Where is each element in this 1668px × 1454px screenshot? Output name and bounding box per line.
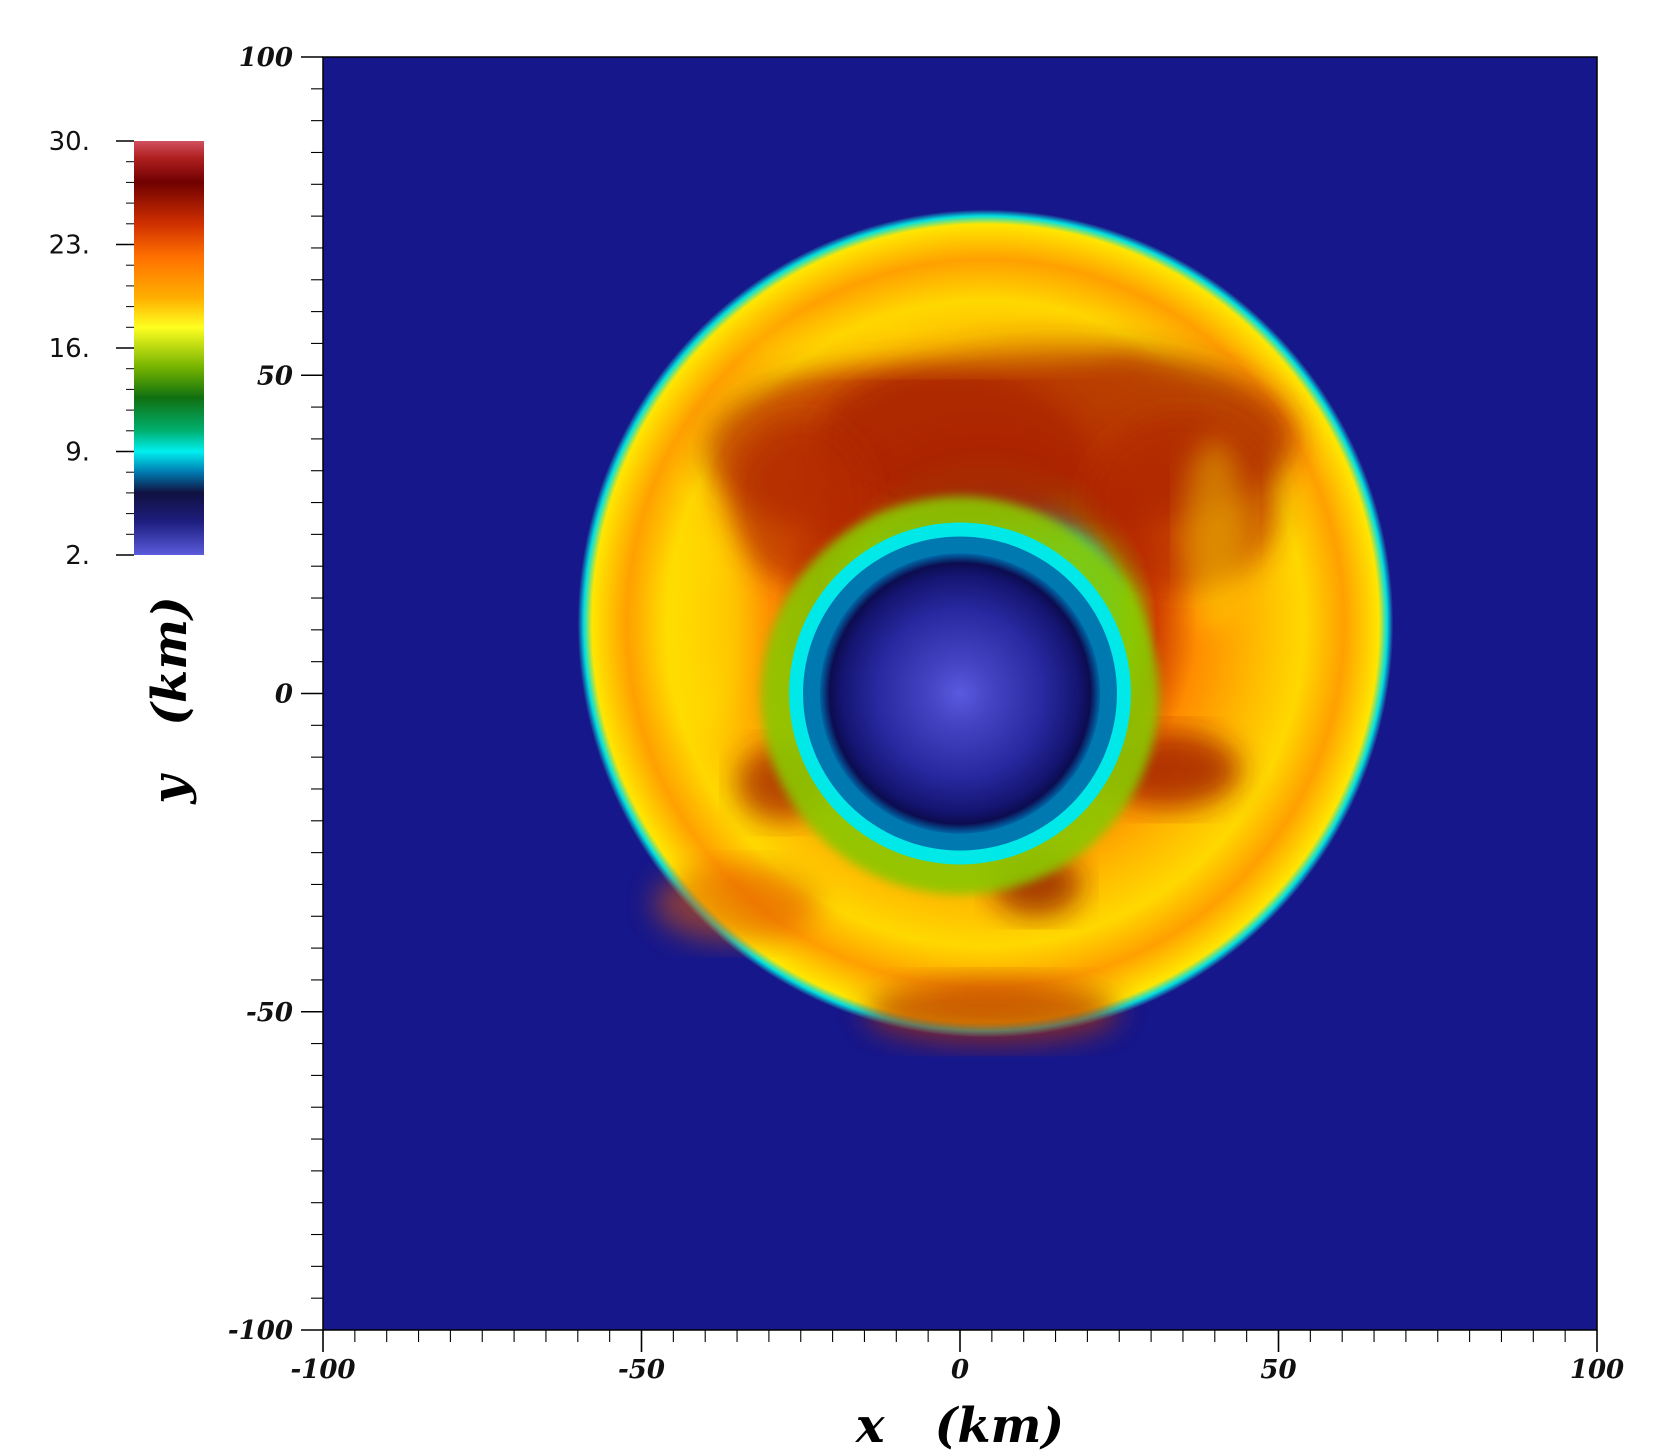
y-tick-label: 100 bbox=[239, 43, 293, 73]
bright-swirl bbox=[1182, 438, 1247, 630]
plot-area bbox=[322, 56, 1598, 1331]
y-axis-tick-labels: 100 50 0 -50 -100 bbox=[228, 43, 293, 1346]
inner-core bbox=[819, 553, 1101, 834]
bright-swirl bbox=[660, 521, 750, 739]
x-tick-label: 50 bbox=[1260, 1355, 1296, 1385]
y-tick-label: -100 bbox=[228, 1316, 293, 1346]
y-tick-label: 50 bbox=[257, 361, 293, 391]
x-tick-label: 0 bbox=[951, 1355, 969, 1385]
x-axis-tick-labels: -100 -50 0 50 100 bbox=[290, 1355, 1624, 1385]
y-axis-title: y (km) bbox=[142, 596, 198, 805]
colorbar-labels: 30. 23. 16. 9. 2. bbox=[49, 127, 90, 571]
x-axis-title: x (km) bbox=[855, 1398, 1064, 1454]
colorbar-gradient bbox=[134, 141, 204, 555]
colorbar-label: 30. bbox=[49, 127, 90, 157]
x-tick-label: -50 bbox=[618, 1355, 665, 1385]
colorbar-label: 2. bbox=[65, 541, 90, 571]
colorbar-label: 23. bbox=[49, 231, 90, 261]
colorbar: 30. 23. 16. 9. 2. bbox=[49, 127, 204, 571]
y-axis: 100 50 0 -50 -100 y (km) bbox=[142, 43, 323, 1346]
y-tick-label: -50 bbox=[246, 998, 293, 1028]
y-tick-label: 0 bbox=[275, 680, 293, 710]
x-axis: -100 -50 0 50 100 x (km) bbox=[290, 1330, 1624, 1454]
x-axis-ticks bbox=[322, 1330, 1598, 1352]
y-axis-ticks bbox=[301, 56, 323, 1331]
bright-swirl bbox=[737, 317, 1120, 369]
turbulent-patch bbox=[1087, 413, 1279, 592]
turbulent-patch bbox=[654, 865, 820, 942]
x-tick-label: -100 bbox=[290, 1355, 355, 1385]
colorbar-ticks bbox=[116, 140, 134, 556]
colorbar-label: 16. bbox=[49, 334, 90, 364]
heatmap-field bbox=[577, 209, 1394, 1044]
turbulent-patch bbox=[864, 979, 1120, 1044]
x-tick-label: 100 bbox=[1570, 1355, 1624, 1385]
colorbar-label: 9. bbox=[65, 438, 90, 468]
